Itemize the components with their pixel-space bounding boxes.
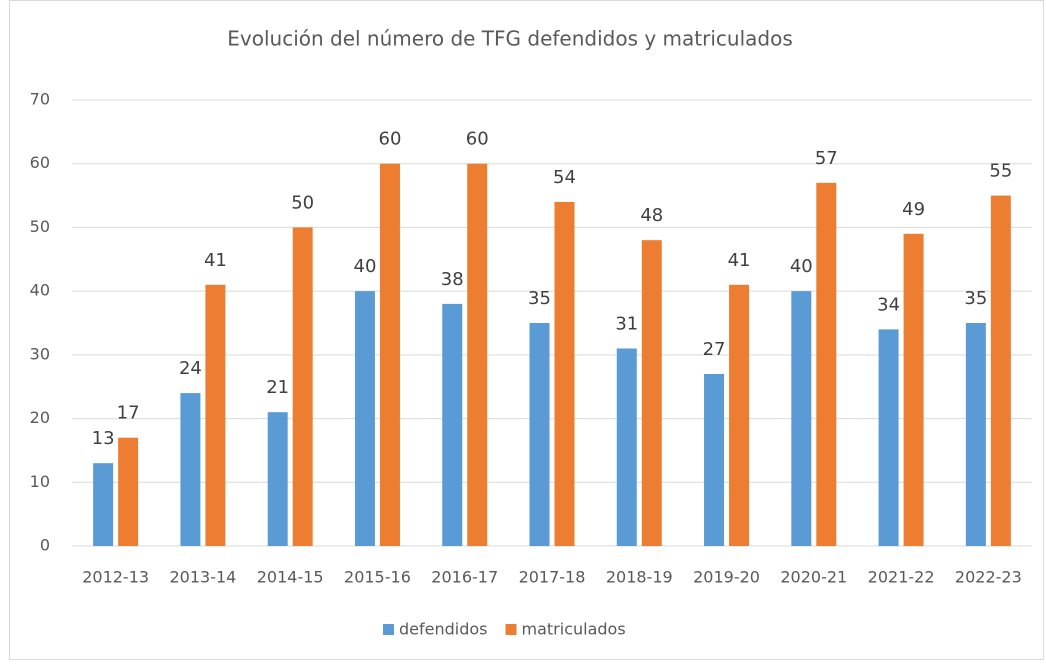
- data-label: 48: [640, 205, 663, 226]
- y-tick-label: 10: [30, 472, 50, 491]
- bar: [93, 463, 114, 546]
- data-label: 13: [92, 428, 115, 449]
- bar: [641, 240, 662, 546]
- y-tick-label: 30: [30, 344, 50, 363]
- bar: [554, 201, 575, 546]
- y-tick-label: 50: [30, 217, 50, 236]
- y-tick-label: 20: [30, 408, 50, 427]
- data-label: 57: [815, 148, 838, 169]
- x-tick-label: 2020-21: [780, 568, 847, 587]
- bar: [354, 291, 375, 546]
- data-label: 54: [553, 167, 576, 188]
- bar: [467, 163, 488, 546]
- y-tick-label: 70: [30, 90, 50, 109]
- data-label: 40: [790, 256, 813, 277]
- data-label: 24: [179, 358, 202, 379]
- data-label: 49: [902, 199, 925, 220]
- bar: [816, 182, 837, 547]
- x-tick-label: 2013-14: [169, 568, 236, 587]
- chart-border: [9, 0, 1044, 660]
- bar: [990, 195, 1011, 547]
- data-label: 35: [528, 288, 551, 309]
- data-label: 55: [989, 161, 1012, 182]
- bar: [965, 323, 986, 546]
- data-label: 50: [291, 192, 314, 213]
- bar: [878, 329, 899, 546]
- bar: [379, 163, 400, 546]
- data-label: 41: [204, 250, 227, 271]
- chart-title: Evolución del número de TFG defendidos y…: [227, 27, 793, 51]
- bar: [180, 393, 201, 546]
- data-label: 35: [964, 288, 987, 309]
- x-tick-label: 2015-16: [344, 568, 411, 587]
- data-label: 60: [466, 129, 489, 150]
- data-label: 40: [354, 256, 377, 277]
- x-tick-label: 2022-23: [955, 568, 1022, 587]
- data-label: 27: [703, 339, 726, 360]
- legend-label: matriculados: [522, 620, 626, 639]
- x-tick-label: 2017-18: [519, 568, 586, 587]
- x-tick-label: 2018-19: [606, 568, 673, 587]
- data-label: 34: [877, 294, 900, 315]
- bar: [791, 291, 812, 546]
- x-tick-label: 2014-15: [257, 568, 324, 587]
- x-tick-label: 2012-13: [82, 568, 149, 587]
- y-tick-label: 60: [30, 153, 50, 172]
- bar: [267, 412, 288, 546]
- legend-swatch: [383, 624, 394, 635]
- bar: [729, 284, 750, 546]
- bar: [118, 437, 139, 546]
- data-label: 17: [117, 403, 140, 424]
- data-label: 21: [266, 377, 289, 398]
- legend-swatch: [505, 624, 517, 635]
- y-tick-label: 40: [30, 281, 50, 300]
- data-label: 38: [441, 269, 464, 290]
- bar: [616, 348, 637, 546]
- legend-label: defendidos: [399, 620, 488, 639]
- data-label: 60: [379, 129, 402, 150]
- y-tick-label: 0: [40, 536, 50, 555]
- bar: [529, 323, 550, 546]
- x-tick-label: 2016-17: [431, 568, 498, 587]
- data-label: 31: [615, 313, 638, 334]
- data-label: 41: [728, 250, 751, 271]
- bar: [205, 284, 226, 546]
- bar: [442, 303, 463, 546]
- x-tick-label: 2021-22: [868, 568, 935, 587]
- bar: [704, 373, 725, 546]
- x-tick-label: 2019-20: [693, 568, 760, 587]
- bar: [292, 227, 313, 546]
- bar: [903, 233, 924, 547]
